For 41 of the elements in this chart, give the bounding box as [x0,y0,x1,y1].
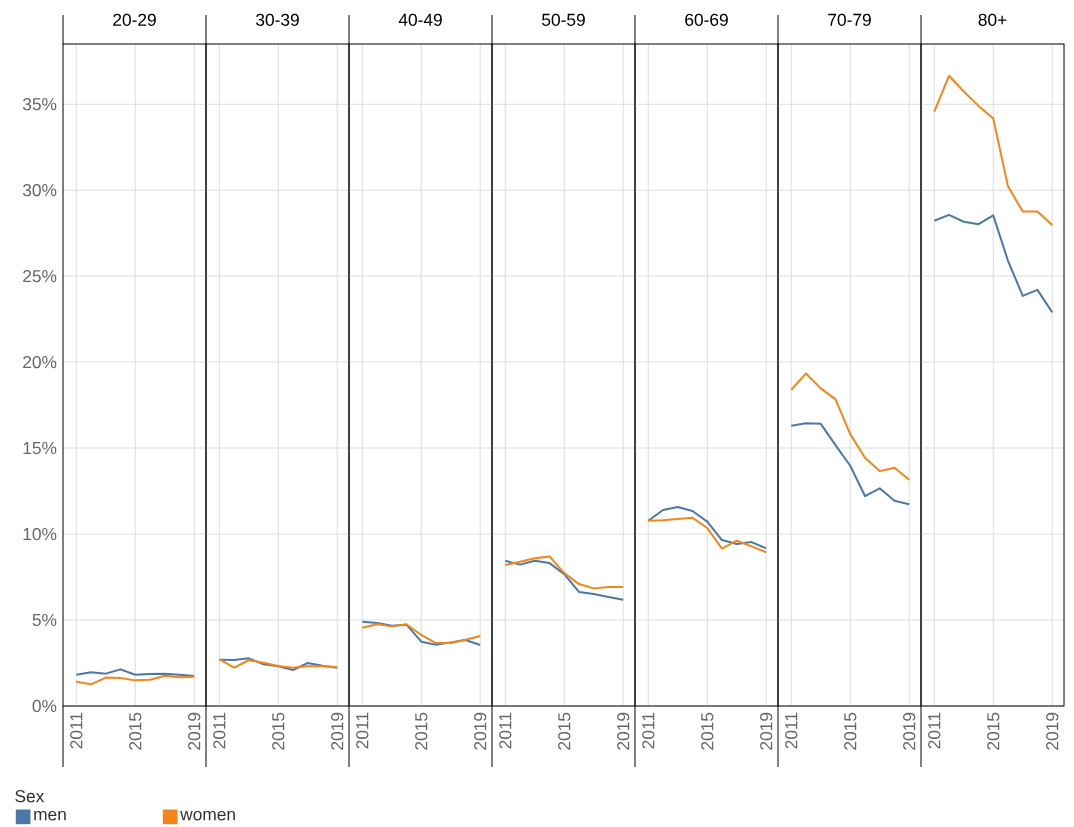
y-tick-label: 5% [32,613,57,627]
x-tick-label: 2011 [70,712,83,749]
y-tick-label: 10% [23,527,57,541]
x-tick-label: 2019 [188,712,201,750]
legend-label: men [34,810,66,821]
chart-title: 80+ [978,13,1007,26]
legend-title: Sex [15,790,45,803]
line-series [75,674,196,686]
chart-title: 30-39 [256,13,299,26]
chart-title: 50-59 [542,13,585,26]
x-tick-label: 2015 [987,712,1000,750]
x-tick-label: 2011 [356,712,369,749]
x-tick-label: 2015 [701,712,714,750]
chart-title: 70-79 [828,13,871,26]
x-tick-label: 2019 [903,712,916,750]
x-tick-label: 2019 [617,712,630,750]
legend-label: women [180,810,235,821]
chart-title: 40-49 [398,13,442,26]
x-tick-label: 2011 [785,712,798,749]
x-tick-label: 2015 [415,712,428,750]
x-tick-label: 2011 [213,712,226,749]
y-tick-label: 15% [23,441,57,455]
x-tick-label: 2011 [928,712,941,749]
x-tick-label: 2019 [760,712,773,750]
x-tick-label: 2015 [844,712,857,750]
x-tick-label: 2011 [499,712,512,749]
x-tick-label: 2015 [129,712,142,750]
y-tick-label: 20% [23,355,57,369]
x-tick-label: 2019 [331,712,344,750]
x-tick-label: 2019 [1046,712,1059,750]
y-tick-label: 30% [22,184,57,197]
x-tick-label: 2015 [272,712,285,750]
line-series [75,668,196,678]
x-tick-label: 2011 [642,712,655,749]
x-tick-label: 2015 [558,712,571,750]
y-tick-label: 0% [32,699,57,713]
chart-title: 20-29 [113,13,156,26]
x-tick-label: 2019 [474,712,487,750]
y-tick-label: 35% [22,98,57,111]
y-tick-label: 25% [23,269,57,283]
chart-title: 60-69 [685,13,728,26]
